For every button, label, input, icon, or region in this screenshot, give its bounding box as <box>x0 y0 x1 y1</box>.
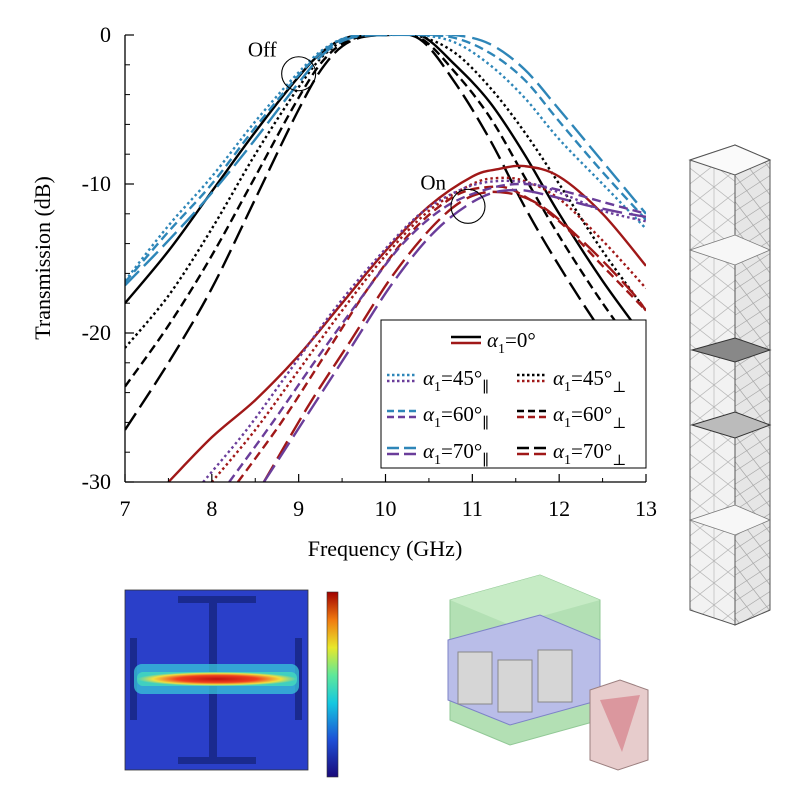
annotation-label-off: Off <box>248 38 277 62</box>
x-tick-label: 11 <box>462 496 483 521</box>
legend-label: α1=45°⊥ <box>553 366 626 396</box>
mesh-column-side <box>734 144 771 626</box>
field-map-resonator-top <box>178 596 256 603</box>
annotation-circle-on <box>450 188 486 224</box>
x-tick-label: 12 <box>548 496 570 521</box>
series-layer <box>125 35 646 482</box>
y-axis-title: Transmission (dB) <box>30 176 55 340</box>
x-tick-label: 7 <box>120 496 131 521</box>
x-tick-label: 13 <box>635 496 657 521</box>
series-line-off-6 <box>125 35 646 287</box>
y-tick-label: -10 <box>82 171 111 196</box>
y-tick-label: -30 <box>82 469 111 494</box>
cell-detail-cone <box>600 695 640 752</box>
legend-box <box>380 319 647 469</box>
x-tick-label: 9 <box>293 496 304 521</box>
legend-label: α1=60°∥ <box>423 402 489 432</box>
legend: α1=0° α1=45°∥ α1=45°⊥ α1=60°∥ α1=60°⊥ α1=70°∥… <box>380 319 647 469</box>
legend-label: α1=70°∥ <box>423 439 489 469</box>
y-tick-label: -20 <box>82 320 111 345</box>
x-axis-title: Frequency (GHz) <box>308 536 463 561</box>
liquid-crystal-cells <box>457 649 573 713</box>
mesh-top-electrode <box>690 337 772 363</box>
transmission-plot: 7 8 9 10 11 12 13 0 -10 -20 -30 Frequency (GHz) Tr… <box>30 22 657 561</box>
legend-entry: α1=0° <box>451 328 536 357</box>
legend-entry: α1=45°∥ <box>387 366 489 396</box>
legend-label: α1=60°⊥ <box>553 402 626 432</box>
series-line-on-13 <box>262 188 646 482</box>
annotations: Off On <box>248 38 486 224</box>
legend-entry: α1=60°∥ <box>387 402 489 432</box>
series-line-on-12 <box>228 182 646 482</box>
annotation-label-on: On <box>420 170 446 194</box>
series-line-on-10 <box>262 190 646 482</box>
field-map-resonator-bottom <box>178 757 256 764</box>
unit-cell-3d-model <box>447 574 649 771</box>
field-map-resonator-left <box>130 638 137 720</box>
field-distribution-map <box>124 589 309 771</box>
series-line-on-7 <box>167 164 646 482</box>
legend-entry: α1=70°∥ <box>387 439 489 469</box>
series-line-off-4 <box>125 35 646 282</box>
colorbar <box>326 591 339 778</box>
y-tick-label: 0 <box>100 22 111 47</box>
legend-label: α1=45°∥ <box>423 366 489 396</box>
substrate-top-face <box>450 575 600 625</box>
x-tick-label: 8 <box>206 496 217 521</box>
simulation-mesh-column <box>688 144 772 626</box>
mesh-column-top <box>688 144 772 176</box>
series-line-on-8 <box>210 176 646 482</box>
legend-label: α1=70°⊥ <box>553 439 626 469</box>
legend-entry: α1=70°⊥ <box>517 439 626 469</box>
legend-label: α1=0° <box>487 328 536 357</box>
ticks <box>124 34 647 483</box>
annotation-circle-off <box>281 56 317 92</box>
tick-labels: 7 8 9 10 11 12 13 0 -10 -20 -30 <box>82 22 657 521</box>
colorbar-gradient <box>326 591 339 778</box>
mesh-bottom-electrode <box>690 411 772 439</box>
series-line-off-5 <box>125 35 646 284</box>
field-map-hot-band <box>137 672 297 686</box>
x-tick-label: 10 <box>375 496 397 521</box>
series-line-on-11 <box>202 179 646 482</box>
legend-entry: α1=60°⊥ <box>517 402 626 432</box>
series-line-on-9 <box>236 185 646 482</box>
legend-entry: α1=45°⊥ <box>517 366 626 396</box>
